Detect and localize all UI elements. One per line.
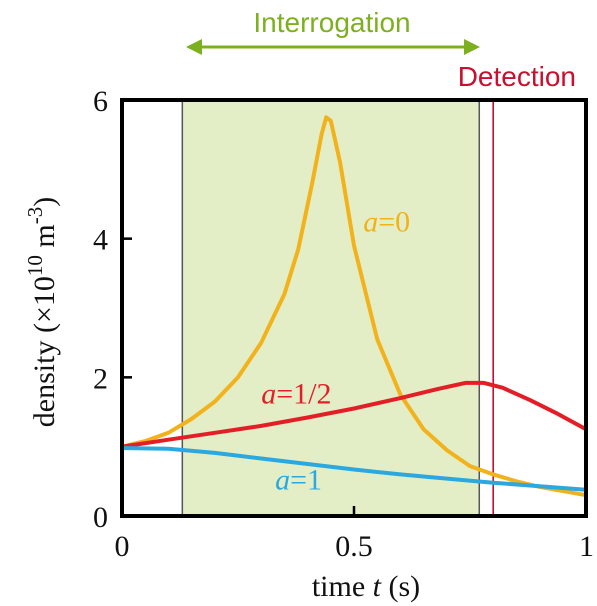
series-label-variable-2: a	[275, 464, 290, 497]
x-tick-label-1: 0.5	[335, 530, 373, 563]
interrogation-band	[182, 100, 480, 516]
interrogation-arrow-right-head	[464, 39, 480, 55]
y-tick-label-3: 6	[93, 85, 108, 118]
detection-label: Detection	[458, 61, 576, 92]
series-label-value-0: =0	[378, 206, 410, 239]
y-tick-label-2: 4	[93, 224, 108, 257]
interrogation-arrow-left-head	[186, 39, 202, 55]
x-tick-label-0: 0	[115, 530, 130, 563]
y-axis-label-prefix: density (×10	[28, 276, 61, 427]
series-label-2: a=1	[275, 464, 322, 497]
y-tick-label-0: 0	[93, 501, 108, 534]
y-axis-label-unit-exponent: -3	[23, 207, 47, 225]
x-axis-label: time t (s)	[312, 570, 420, 603]
y-axis-label-exponent: 10	[23, 255, 47, 276]
y-axis-label-unit: m	[28, 224, 61, 255]
series-label-value-2: =1	[290, 464, 322, 497]
y-tick-label-1: 2	[93, 362, 108, 395]
series-line-2	[120, 446, 588, 492]
y-axis-label-suffix: )	[28, 197, 61, 207]
series-line-1	[120, 380, 588, 449]
series-line-0	[120, 115, 588, 498]
x-tick-label-2: 1	[579, 530, 594, 563]
y-axis-label: density (×1010 m-3)	[23, 197, 61, 427]
interrogation-label: Interrogation	[253, 7, 410, 38]
x-axis-label-prefix: time	[312, 570, 373, 603]
x-axis-label-variable: t	[373, 570, 382, 603]
series-label-variable-0: a	[363, 206, 378, 239]
series-label-value-1: =1/2	[276, 378, 331, 411]
series-label-variable-1: a	[261, 378, 276, 411]
series-label-1: a=1/2	[261, 378, 331, 411]
x-axis-label-suffix: (s)	[381, 570, 420, 603]
series-label-0: a=0	[363, 206, 410, 239]
